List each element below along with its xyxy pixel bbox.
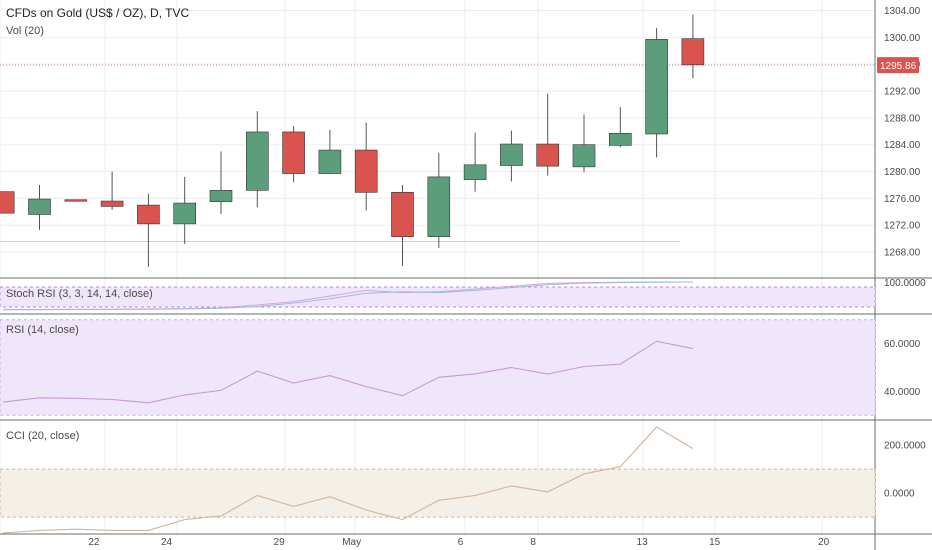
candle-body — [209, 190, 233, 203]
rsi-tick-label: 60.0000 — [884, 339, 921, 350]
date-tick-label: 22 — [88, 537, 100, 548]
candlestick-series — [0, 14, 705, 267]
stoch-rsi-line — [3, 281, 693, 311]
candle-body — [173, 202, 196, 225]
price-tick-label: 1300.00 — [884, 33, 921, 44]
chart-title: CFDs on Gold (US$ / OZ), D, TVC — [6, 6, 189, 20]
date-tick-label: May — [342, 537, 361, 548]
candle-body — [0, 191, 15, 214]
candle-body — [608, 132, 632, 146]
date-tick-label: 13 — [637, 537, 649, 548]
cci-tick-label: 200.0000 — [884, 441, 926, 452]
last-price-label: 1295.86 — [880, 61, 917, 72]
candle-body — [645, 39, 668, 135]
rsi-line — [3, 340, 694, 404]
candle-body — [100, 200, 124, 207]
last-price-badge — [877, 57, 919, 74]
candle-body — [391, 192, 414, 237]
date-tick-label: 29 — [274, 537, 286, 548]
price-tick-label: 1304.00 — [884, 6, 921, 17]
candle-body — [427, 176, 451, 237]
candle-body — [246, 131, 269, 191]
time-axis[interactable]: 17222429May68131520 — [0, 537, 830, 548]
cci-line — [3, 426, 694, 534]
price-axis[interactable]: 1268.00 1272.00 1276.00 1280.00 1284.00 1288.… — [877, 6, 926, 500]
candle-body — [64, 199, 88, 202]
price-tick-label: 1276.00 — [884, 194, 921, 205]
cci-tick-label: 0.0000 — [884, 489, 915, 500]
price-tick-label: 1292.00 — [884, 87, 921, 98]
price-tick-label: 1280.00 — [884, 167, 921, 178]
indicator-bands — [0, 286, 876, 518]
cci-band — [0, 468, 876, 518]
stoch-band — [0, 286, 876, 308]
candle-body — [572, 144, 596, 168]
rsi-tick-label: 40.0000 — [884, 387, 921, 398]
indicator-lines — [3, 281, 694, 534]
rsi-band — [0, 319, 876, 416]
price-tick-label: 1272.00 — [884, 221, 921, 232]
date-tick-label: 24 — [161, 537, 173, 548]
stoch-tick-label: 100.0000 — [884, 278, 926, 289]
volume-label: Vol (20) — [6, 25, 44, 37]
candle-body — [28, 198, 51, 215]
cci-label: CCI (20, close) — [6, 430, 79, 442]
candle-body — [282, 131, 305, 174]
candle-body — [137, 204, 160, 225]
price-tick-label: 1288.00 — [884, 113, 921, 124]
price-tick-label: 1284.00 — [884, 140, 921, 151]
price-tick-label: 1268.00 — [884, 248, 921, 259]
candle-body — [681, 38, 705, 66]
rsi-label: RSI (14, close) — [6, 324, 79, 336]
candle-body — [500, 143, 523, 166]
candle-body — [318, 149, 342, 174]
candle-body — [354, 149, 378, 193]
candle-body — [463, 164, 487, 180]
date-tick-label: 6 — [458, 537, 464, 548]
candle-body — [536, 143, 560, 167]
date-tick-label: 15 — [709, 537, 721, 548]
date-tick-label: 8 — [530, 537, 536, 548]
date-tick-label: 20 — [818, 537, 830, 548]
stoch-rsi-label: Stoch RSI (3, 3, 14, 14, close) — [6, 288, 153, 300]
